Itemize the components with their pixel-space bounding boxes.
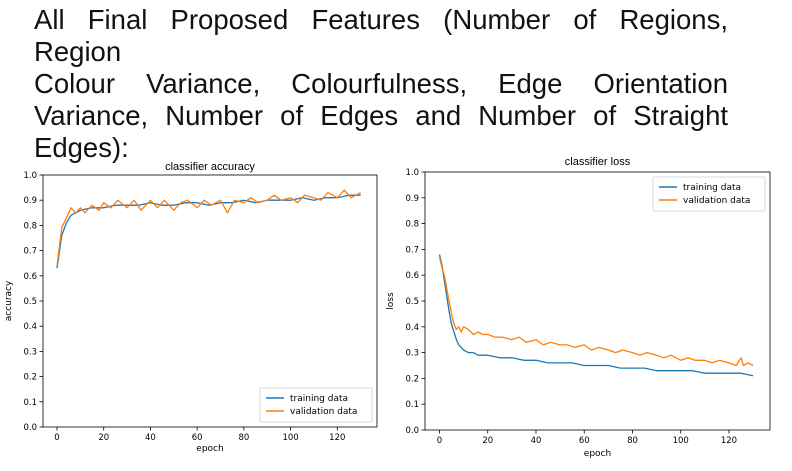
loss-x-tick-label: 60 bbox=[579, 436, 590, 446]
loss-legend-training-label: training data bbox=[683, 183, 741, 193]
loss-series-training-line bbox=[438, 254, 754, 377]
accuracy-series-training-line bbox=[56, 194, 361, 269]
loss-y-tick-label: 0.5 bbox=[405, 297, 419, 307]
accuracy-legend-training-label: training data bbox=[290, 394, 348, 404]
accuracy-plot-frame bbox=[42, 174, 378, 428]
loss-y-tick-label: 0.8 bbox=[405, 220, 419, 230]
accuracy-y-axis-label: accuracy bbox=[4, 280, 14, 321]
loss-x-tick-label: 100 bbox=[673, 436, 689, 446]
loss-series-validation-line bbox=[438, 256, 754, 367]
loss-y-axis-label: loss bbox=[386, 292, 396, 310]
accuracy-legend-validation-label: validation data bbox=[290, 407, 357, 417]
accuracy-series-validation-line bbox=[56, 189, 362, 266]
heading-line-3: Variance, Number of Edges and Number of … bbox=[34, 100, 728, 131]
loss-x-tick-label: 0 bbox=[437, 436, 442, 446]
accuracy-y-tick-label: 0.7 bbox=[23, 247, 37, 257]
loss-x-tick-label: 20 bbox=[482, 436, 493, 446]
loss-y-tick-label: 0.0 bbox=[405, 426, 419, 436]
loss-y-tick-label: 0.4 bbox=[405, 323, 419, 333]
accuracy-legend-box bbox=[259, 387, 373, 423]
accuracy-y-tick-label: 0.8 bbox=[23, 221, 37, 231]
loss-y-tick-label: 0.9 bbox=[405, 194, 419, 204]
loss-y-tick-label: 0.3 bbox=[405, 349, 419, 359]
accuracy-y-tick-label: 0.0 bbox=[23, 423, 37, 433]
loss-legend-box bbox=[652, 176, 766, 212]
loss-plot-frame bbox=[424, 171, 771, 431]
accuracy-x-tick-label: 0 bbox=[54, 433, 59, 443]
accuracy-y-tick-label: 0.3 bbox=[23, 347, 37, 357]
accuracy-x-tick-label: 20 bbox=[98, 433, 109, 443]
accuracy-y-tick-label: 0.9 bbox=[23, 196, 37, 206]
heading-line-4: Edges): bbox=[34, 132, 129, 163]
accuracy-x-tick-label: 120 bbox=[329, 433, 345, 443]
accuracy-x-tick-label: 100 bbox=[282, 433, 298, 443]
accuracy-y-tick-label: 0.5 bbox=[23, 297, 37, 307]
accuracy-x-tick-label: 60 bbox=[192, 433, 203, 443]
accuracy-y-tick-label: 0.2 bbox=[23, 373, 37, 383]
loss-y-tick-label: 0.6 bbox=[405, 271, 419, 281]
heading-line-2: Colour Variance, Colourfulness, Edge Ori… bbox=[34, 68, 728, 99]
accuracy-x-tick-label: 40 bbox=[145, 433, 156, 443]
accuracy-y-tick-label: 1.0 bbox=[23, 171, 37, 181]
loss-legend-validation-label: validation data bbox=[683, 196, 750, 206]
loss-x-tick-label: 40 bbox=[531, 436, 542, 446]
heading-line-1: All Final Proposed Features (Number of R… bbox=[34, 4, 728, 67]
page-heading: All Final Proposed Features (Number of R… bbox=[34, 4, 728, 164]
loss-y-tick-label: 1.0 bbox=[405, 168, 419, 178]
loss-y-tick-label: 0.7 bbox=[405, 245, 419, 255]
accuracy-x-axis-label: epoch bbox=[196, 444, 223, 454]
loss-y-tick-label: 0.2 bbox=[405, 374, 419, 384]
loss-y-tick-label: 0.1 bbox=[405, 400, 419, 410]
loss-x-tick-label: 80 bbox=[627, 436, 638, 446]
accuracy-x-tick-label: 80 bbox=[238, 433, 249, 443]
accuracy-y-tick-label: 0.1 bbox=[23, 398, 37, 408]
accuracy-y-tick-label: 0.4 bbox=[23, 322, 37, 332]
accuracy-y-tick-label: 0.6 bbox=[23, 272, 37, 282]
loss-x-tick-label: 120 bbox=[721, 436, 737, 446]
loss-x-axis-label: epoch bbox=[584, 449, 611, 459]
